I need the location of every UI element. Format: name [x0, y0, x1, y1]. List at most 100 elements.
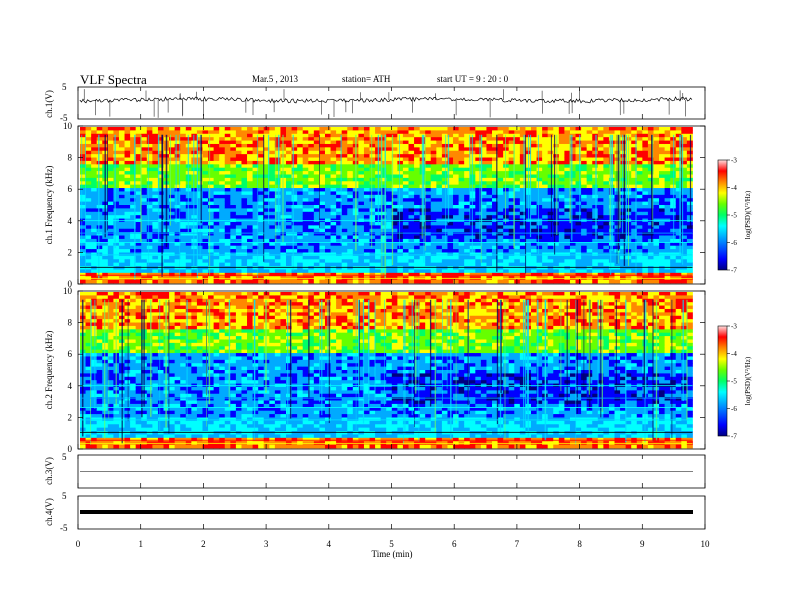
spectrogram-cell [308, 269, 315, 274]
spectrogram-cell [375, 255, 382, 260]
spectrogram-cell [447, 205, 454, 209]
spectrogram-cell [653, 205, 660, 209]
spectrogram-cell [391, 228, 398, 233]
spectrogram-cell [659, 164, 666, 169]
spectrogram-cell [347, 225, 354, 230]
spectrogram-cell [224, 255, 231, 260]
spectrogram-cell [297, 208, 304, 213]
spectrogram-cell [425, 174, 432, 179]
spectrogram-cell [274, 221, 281, 226]
spectrogram-cell [547, 171, 554, 175]
spectrogram-cell [130, 235, 137, 240]
spectrogram-cell [269, 249, 276, 253]
spectrogram-cell [274, 194, 281, 199]
spectrogram-cell [631, 262, 638, 267]
spectrogram-cell [614, 215, 621, 219]
spectrogram-cell [80, 191, 86, 196]
spectrogram-cell [480, 249, 487, 253]
spectrogram-cell [542, 255, 549, 260]
spectrogram-cell [135, 154, 142, 158]
spectrogram-cell [85, 245, 92, 250]
spectrogram-cell [503, 130, 510, 135]
spectrogram-cell [642, 225, 649, 230]
spectrogram-cell [670, 215, 677, 219]
spectrogram-cell [581, 208, 588, 213]
spectrogram-cell [575, 235, 582, 240]
spectrogram-cell [514, 228, 521, 233]
spectrogram-cell [397, 167, 404, 172]
spectrogram-cell [324, 177, 331, 182]
spectrogram-cell [603, 143, 610, 148]
spectrogram-cell [675, 137, 682, 141]
spectrogram-cell [363, 221, 370, 226]
spectrogram-cell [319, 266, 326, 270]
spectrogram-cell [447, 140, 454, 145]
spectrogram-cell [169, 221, 176, 226]
spectrogram-cell [208, 201, 215, 206]
spectrogram-cell [91, 133, 98, 138]
spectrogram-cell [597, 194, 604, 199]
spectrogram-cell [269, 269, 276, 274]
spectrogram-cell [486, 211, 493, 216]
spectrogram-cell [670, 201, 677, 206]
spectrogram-cell [213, 238, 220, 243]
spectrogram-cell [286, 245, 292, 250]
spectrogram-cell [118, 150, 125, 155]
spectrogram-cell [391, 255, 398, 260]
spectrogram-cell [258, 235, 265, 240]
spectrogram-cell [525, 255, 532, 260]
spectrogram-cell [336, 160, 343, 165]
spectrogram-cell [380, 130, 387, 135]
spectrogram-cell [536, 157, 543, 162]
spectrogram-cell [386, 238, 393, 243]
spectrogram-cell [542, 279, 549, 284]
spectrogram-cell [492, 154, 498, 158]
spectrogram-cell [620, 188, 627, 192]
spectrogram-cell [453, 232, 460, 236]
spectrogram-cell [247, 266, 253, 270]
spectrogram-cell [107, 150, 114, 155]
spectrogram-cell [530, 269, 537, 274]
spectrogram-cell [530, 164, 537, 169]
spectrogram-cell [464, 181, 471, 186]
spectrogram-cell [659, 252, 666, 257]
spectrogram-cell [558, 242, 565, 247]
spectrogram-cell [124, 184, 131, 189]
spectrogram-cell [386, 211, 393, 216]
spectrogram-cell [620, 232, 627, 236]
spectrogram-cell [642, 269, 649, 274]
spectrogram-cell [631, 147, 638, 152]
spectrogram-cell [514, 225, 521, 230]
spectrogram-cell [258, 221, 265, 226]
spectrogram-cell [430, 242, 437, 247]
spectrogram-cell [536, 232, 543, 236]
spectrogram-cell [508, 167, 515, 172]
spectrogram-cell [503, 255, 510, 260]
spectrogram-cell [386, 154, 393, 158]
spectrogram-cell [369, 191, 376, 196]
spectrogram-cell [252, 262, 259, 267]
spectrogram-cell [659, 255, 666, 260]
spectrogram-cell [414, 262, 421, 267]
spectrogram-cell [653, 154, 660, 158]
spectrogram-cell [664, 127, 671, 131]
spectrogram-cell [547, 188, 554, 192]
spectrogram-cell [269, 127, 276, 131]
spectrogram-cell [313, 160, 320, 165]
spectrogram-cell [447, 252, 454, 257]
spectrogram-cell [592, 184, 599, 189]
spectrogram-cell [85, 164, 92, 169]
spectrogram-cell [113, 201, 120, 206]
spectrogram-cell [414, 160, 421, 165]
spectrogram-cell [269, 266, 276, 270]
spectrogram-cell [263, 255, 270, 260]
spectrogram-cell [113, 198, 120, 203]
spectrogram-cell [519, 198, 526, 203]
spectrogram-cell [508, 137, 515, 141]
ch1-ytick-min: -5 [60, 113, 68, 123]
spectrogram-cell [291, 259, 298, 264]
spectrogram-cell [269, 174, 276, 179]
spectrogram-cell [480, 205, 487, 209]
spectrogram-cell [497, 191, 504, 196]
spectrogram-cell [224, 194, 231, 199]
